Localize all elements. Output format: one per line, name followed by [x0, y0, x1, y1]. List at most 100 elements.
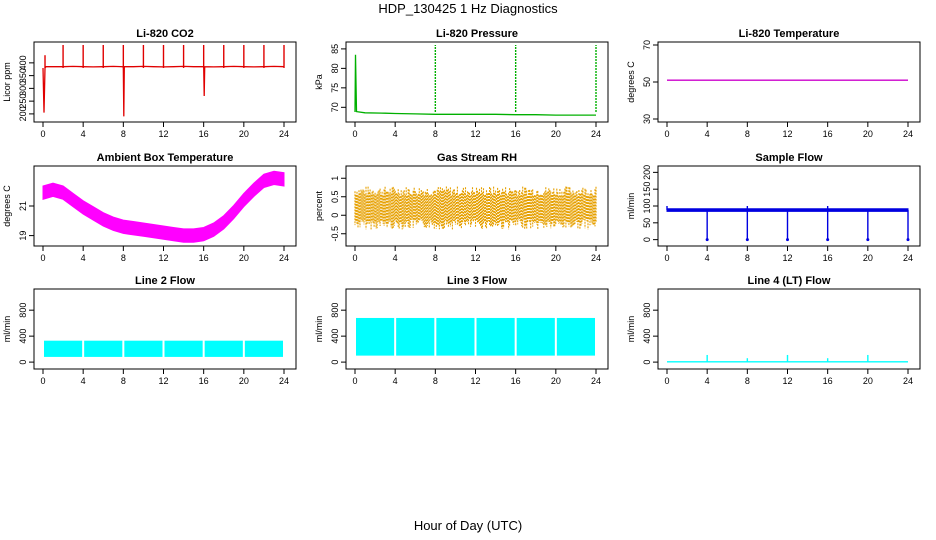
y-tick-label: -0.5 — [330, 226, 340, 242]
x-tick-label: 8 — [745, 253, 750, 263]
dip-point — [705, 238, 709, 242]
flow-block — [476, 317, 515, 356]
x-tick-label: 8 — [745, 129, 750, 139]
y-axis-label: ml/min — [626, 316, 636, 343]
panel-title: Ambient Box Temperature — [97, 152, 234, 164]
plot-area — [354, 45, 597, 116]
x-tick-label: 4 — [81, 376, 86, 386]
y-tick-label: 800 — [18, 303, 28, 318]
panel-4: Ambient Box Temperature degrees C 0 4 8 12 16 2… — [2, 152, 297, 263]
x-tick-label: 4 — [81, 253, 86, 263]
panel-2: Li-820 Pressure kPa 0 4 8 12 16 20 24 70 75 80 85 — [314, 28, 609, 139]
dip-point — [866, 238, 870, 242]
y-tick-label: 0 — [330, 213, 340, 218]
panel-frame — [345, 165, 609, 247]
dip-point — [906, 238, 910, 242]
x-tick-label: 8 — [121, 376, 126, 386]
y-tick-label: 85 — [330, 44, 340, 54]
y-tick-label: 0 — [642, 360, 652, 365]
x-tick-label: 0 — [40, 253, 45, 263]
y-tick-label: 150 — [642, 182, 652, 197]
y-tick-label: 800 — [642, 303, 652, 318]
panel-title: Li-820 Pressure — [436, 28, 518, 40]
panel-title: Li-820 Temperature — [739, 28, 840, 40]
dip-point — [745, 238, 749, 242]
x-tick-label: 20 — [239, 129, 249, 139]
x-tick-label: 0 — [664, 253, 669, 263]
plot-area — [667, 354, 908, 363]
flow-block — [124, 340, 163, 357]
x-tick-label: 8 — [121, 129, 126, 139]
y-tick-label: 400 — [18, 329, 28, 344]
x-tick-label: 4 — [393, 129, 398, 139]
x-tick-label: 0 — [352, 253, 357, 263]
y-axis-label: degrees C — [2, 185, 12, 227]
x-tick-label: 20 — [239, 376, 249, 386]
x-tick-label: 24 — [279, 129, 289, 139]
x-tick-label: 24 — [279, 253, 289, 263]
y-axis-label: Licor ppm — [2, 62, 12, 102]
x-tick-label: 8 — [433, 129, 438, 139]
x-tick-label: 12 — [158, 129, 168, 139]
figure-xlabel: Hour of Day (UTC) — [413, 518, 523, 533]
x-tick-label: 24 — [903, 129, 913, 139]
x-tick-label: 0 — [664, 376, 669, 386]
flow-block — [436, 317, 475, 356]
dip-point — [826, 238, 830, 242]
plot-area — [42, 45, 285, 117]
x-tick-label: 20 — [551, 376, 561, 386]
x-tick-label: 16 — [511, 129, 521, 139]
panel-frame — [657, 41, 921, 123]
y-tick-label: 400 — [330, 329, 340, 344]
x-tick-label: 12 — [470, 376, 480, 386]
x-tick-label: 4 — [705, 129, 710, 139]
x-tick-label: 4 — [705, 253, 710, 263]
series-line — [42, 65, 285, 117]
panel-title: Li-820 CO2 — [136, 28, 193, 40]
plot-area — [354, 186, 597, 230]
y-tick-label: 50 — [642, 77, 652, 87]
panel-frame — [657, 288, 921, 370]
flow-block — [516, 317, 555, 356]
panel-7: Line 2 Flow ml/min 0 4 8 12 16 20 24 0 400 800 — [2, 275, 297, 386]
x-tick-label: 16 — [199, 253, 209, 263]
x-tick-label: 12 — [470, 129, 480, 139]
x-tick-label: 4 — [81, 129, 86, 139]
x-tick-label: 16 — [511, 253, 521, 263]
panel-3: Li-820 Temperature degrees C 0 4 8 12 16 20 24 30… — [626, 28, 921, 139]
y-tick-label: 0 — [18, 360, 28, 365]
y-tick-label: 21 — [18, 201, 28, 211]
x-tick-label: 0 — [352, 129, 357, 139]
panel-title: Line 4 (LT) Flow — [748, 275, 831, 287]
y-tick-label: 0 — [642, 237, 652, 242]
y-tick-label: 70 — [642, 40, 652, 50]
x-tick-label: 20 — [863, 129, 873, 139]
x-tick-label: 24 — [591, 253, 601, 263]
plot-area — [42, 170, 285, 243]
flow-block — [356, 317, 395, 356]
x-tick-label: 24 — [591, 129, 601, 139]
panel-5: Gas Stream RH percent 0 4 8 12 16 20 24 -0.5 0 0.5 1 — [314, 152, 609, 263]
y-tick-label: 0 — [330, 360, 340, 365]
y-tick-label: 80 — [330, 63, 340, 73]
x-tick-label: 16 — [511, 376, 521, 386]
x-tick-label: 8 — [433, 253, 438, 263]
x-tick-label: 4 — [705, 376, 710, 386]
y-tick-label: 50 — [642, 218, 652, 228]
plot-area — [44, 340, 283, 357]
series-line — [354, 54, 596, 116]
y-axis-label: ml/min — [2, 316, 12, 343]
plot-area — [356, 317, 595, 356]
x-tick-label: 0 — [40, 129, 45, 139]
x-tick-label: 24 — [591, 376, 601, 386]
x-tick-label: 8 — [745, 376, 750, 386]
x-tick-label: 12 — [782, 376, 792, 386]
y-tick-label: 200 — [642, 165, 652, 180]
y-tick-label: 400 — [18, 55, 28, 70]
x-tick-label: 4 — [393, 253, 398, 263]
dip-point — [786, 238, 789, 242]
x-tick-label: 8 — [121, 253, 126, 263]
x-tick-label: 16 — [823, 253, 833, 263]
x-tick-label: 20 — [863, 253, 873, 263]
